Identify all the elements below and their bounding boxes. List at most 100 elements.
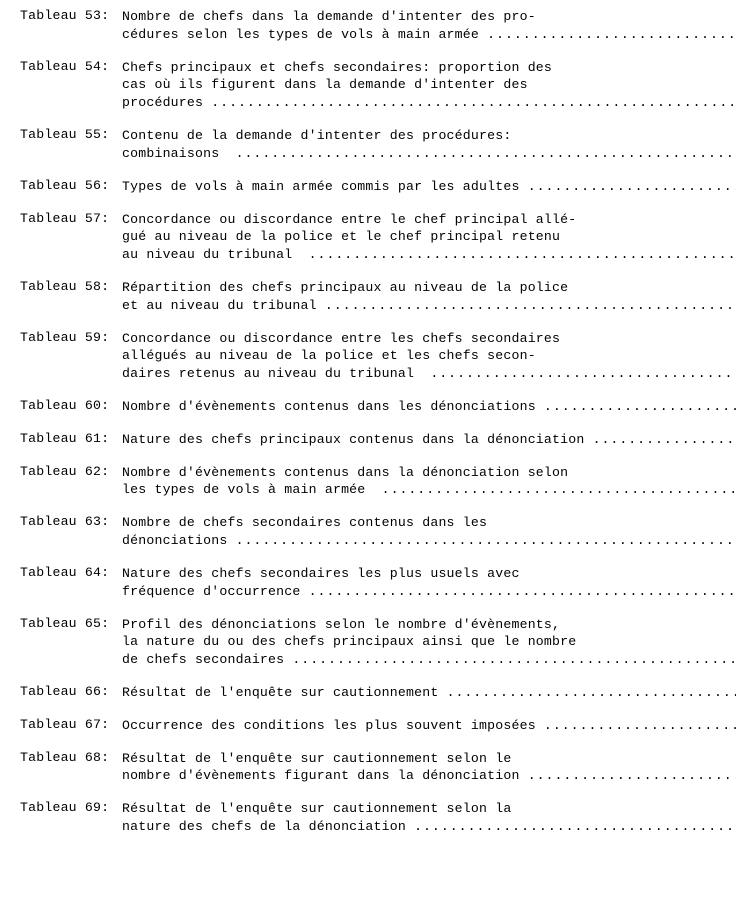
- entry-line: Profil des dénonciations selon le nombre…: [122, 616, 736, 634]
- dot-leader: ........................................…: [430, 365, 736, 383]
- entry-line: gué au niveau de la police et le chef pr…: [122, 228, 736, 246]
- dot-leader: ........................................…: [292, 651, 736, 669]
- entry-lastline-text: daires retenus au niveau du tribunal: [122, 365, 430, 383]
- toc-entry: Tableau 54:Chefs principaux et chefs sec…: [20, 59, 708, 112]
- entry-lastline-text: Nombre d'évènements contenus dans les dé…: [122, 398, 544, 416]
- entry-lastline-text: procédures: [122, 94, 211, 112]
- entry-label: Tableau 56:: [20, 178, 122, 193]
- entry-label: Tableau 64:: [20, 565, 122, 580]
- entry-lastline: dénonciations ..........................…: [122, 532, 736, 550]
- toc-entry: Tableau 66:Résultat de l'enquête sur cau…: [20, 684, 708, 702]
- entry-label: Tableau 63:: [20, 514, 122, 529]
- entry-line: Nature des chefs secondaires les plus us…: [122, 565, 736, 583]
- entry-label: Tableau 62:: [20, 464, 122, 479]
- entry-lastline-text: nature des chefs de la dénonciation: [122, 818, 414, 836]
- dot-leader: ........................................…: [528, 767, 736, 785]
- entry-lastline: cédures selon les types de vols à main a…: [122, 26, 736, 44]
- entry-label: Tableau 60:: [20, 398, 122, 413]
- entry-lastline-text: et au niveau du tribunal: [122, 297, 325, 315]
- dot-leader: ........................................…: [309, 246, 736, 264]
- toc-entry: Tableau 59:Concordance ou discordance en…: [20, 330, 708, 383]
- entry-lastline-text: au niveau du tribunal: [122, 246, 309, 264]
- entry-label: Tableau 65:: [20, 616, 122, 631]
- toc-entry: Tableau 56:Types de vols à main armée co…: [20, 178, 708, 196]
- entry-description: Résultat de l'enquête sur cautionnement …: [122, 800, 736, 836]
- entry-line: Contenu de la demande d'intenter des pro…: [122, 127, 736, 145]
- entry-description: Nombre d'évènements contenus dans la dén…: [122, 464, 736, 500]
- entry-description: Profil des dénonciations selon le nombre…: [122, 616, 736, 669]
- entry-line: Nombre de chefs dans la demande d'intent…: [122, 8, 736, 26]
- toc-entry: Tableau 69:Résultat de l'enquête sur cau…: [20, 800, 708, 836]
- dot-leader: ........................................…: [236, 532, 736, 550]
- entry-description: Nombre de chefs secondaires contenus dan…: [122, 514, 736, 550]
- entry-line: la nature du ou des chefs principaux ain…: [122, 633, 736, 651]
- table-of-contents: Tableau 53:Nombre de chefs dans la deman…: [20, 8, 708, 836]
- entry-lastline: Nature des chefs principaux contenus dan…: [122, 431, 736, 449]
- dot-leader: ........................................…: [593, 431, 736, 449]
- entry-lastline: Nombre d'évènements contenus dans les dé…: [122, 398, 736, 416]
- toc-entry: Tableau 64:Nature des chefs secondaires …: [20, 565, 708, 601]
- dot-leader: ........................................…: [544, 398, 736, 416]
- dot-leader: ........................................…: [447, 684, 736, 702]
- entry-description: Nature des chefs principaux contenus dan…: [122, 431, 736, 449]
- entry-lastline: procédures .............................…: [122, 94, 736, 112]
- toc-entry: Tableau 55:Contenu de la demande d'inten…: [20, 127, 708, 163]
- entry-label: Tableau 53:: [20, 8, 122, 23]
- dot-leader: ........................................…: [309, 583, 736, 601]
- entry-lastline: et au niveau du tribunal ...............…: [122, 297, 736, 315]
- entry-line: Nombre d'évènements contenus dans la dén…: [122, 464, 736, 482]
- entry-label: Tableau 66:: [20, 684, 122, 699]
- toc-entry: Tableau 53:Nombre de chefs dans la deman…: [20, 8, 708, 44]
- entry-line: Concordance ou discordance entre les che…: [122, 330, 736, 348]
- dot-leader: ........................................…: [236, 145, 736, 163]
- entry-label: Tableau 57:: [20, 211, 122, 226]
- entry-lastline: nombre d'évènements figurant dans la dén…: [122, 767, 736, 785]
- entry-line: Répartition des chefs principaux au nive…: [122, 279, 736, 297]
- entry-line: Nombre de chefs secondaires contenus dan…: [122, 514, 736, 532]
- entry-lastline: au niveau du tribunal ..................…: [122, 246, 736, 264]
- entry-lastline: Résultat de l'enquête sur cautionnement …: [122, 684, 736, 702]
- dot-leader: ........................................…: [414, 818, 736, 836]
- entry-lastline: fréquence d'occurrence .................…: [122, 583, 736, 601]
- entry-lastline: daires retenus au niveau du tribunal ...…: [122, 365, 736, 383]
- toc-entry: Tableau 67:Occurrence des conditions les…: [20, 717, 708, 735]
- entry-lastline: combinaisons ...........................…: [122, 145, 736, 163]
- toc-entry: Tableau 58:Répartition des chefs princip…: [20, 279, 708, 315]
- entry-description: Concordance ou discordance entre les che…: [122, 330, 736, 383]
- entry-lastline: Types de vols à main armée commis par le…: [122, 178, 736, 196]
- entry-label: Tableau 55:: [20, 127, 122, 142]
- toc-entry: Tableau 62:Nombre d'évènements contenus …: [20, 464, 708, 500]
- entry-lastline: les types de vols à main armée .........…: [122, 481, 736, 499]
- entry-label: Tableau 59:: [20, 330, 122, 345]
- entry-description: Nombre d'évènements contenus dans les dé…: [122, 398, 736, 416]
- entry-lastline-text: combinaisons: [122, 145, 236, 163]
- entry-lastline-text: de chefs secondaires: [122, 651, 292, 669]
- entry-lastline-text: cédures selon les types de vols à main a…: [122, 26, 487, 44]
- entry-label: Tableau 58:: [20, 279, 122, 294]
- entry-line: allégués au niveau de la police et les c…: [122, 347, 736, 365]
- entry-description: Résultat de l'enquête sur cautionnement …: [122, 684, 736, 702]
- toc-entry: Tableau 68:Résultat de l'enquête sur cau…: [20, 750, 708, 786]
- entry-description: Nombre de chefs dans la demande d'intent…: [122, 8, 736, 44]
- entry-line: Chefs principaux et chefs secondaires: p…: [122, 59, 736, 77]
- entry-lastline-text: fréquence d'occurrence: [122, 583, 309, 601]
- entry-line: Résultat de l'enquête sur cautionnement …: [122, 800, 736, 818]
- entry-description: Résultat de l'enquête sur cautionnement …: [122, 750, 736, 786]
- toc-entry: Tableau 60:Nombre d'évènements contenus …: [20, 398, 708, 416]
- entry-description: Chefs principaux et chefs secondaires: p…: [122, 59, 736, 112]
- toc-entry: Tableau 61:Nature des chefs principaux c…: [20, 431, 708, 449]
- entry-label: Tableau 61:: [20, 431, 122, 446]
- entry-lastline-text: Résultat de l'enquête sur cautionnement: [122, 684, 447, 702]
- entry-description: Concordance ou discordance entre le chef…: [122, 211, 736, 264]
- entry-label: Tableau 69:: [20, 800, 122, 815]
- dot-leader: ........................................…: [325, 297, 736, 315]
- entry-lastline: de chefs secondaires ...................…: [122, 651, 736, 669]
- dot-leader: ........................................…: [211, 94, 736, 112]
- dot-leader: ........................................…: [528, 178, 736, 196]
- entry-description: Nature des chefs secondaires les plus us…: [122, 565, 736, 601]
- toc-entry: Tableau 57:Concordance ou discordance en…: [20, 211, 708, 264]
- entry-description: Contenu de la demande d'intenter des pro…: [122, 127, 736, 163]
- entry-lastline-text: Nature des chefs principaux contenus dan…: [122, 431, 593, 449]
- entry-lastline-text: Occurrence des conditions les plus souve…: [122, 717, 544, 735]
- entry-lastline: nature des chefs de la dénonciation ....…: [122, 818, 736, 836]
